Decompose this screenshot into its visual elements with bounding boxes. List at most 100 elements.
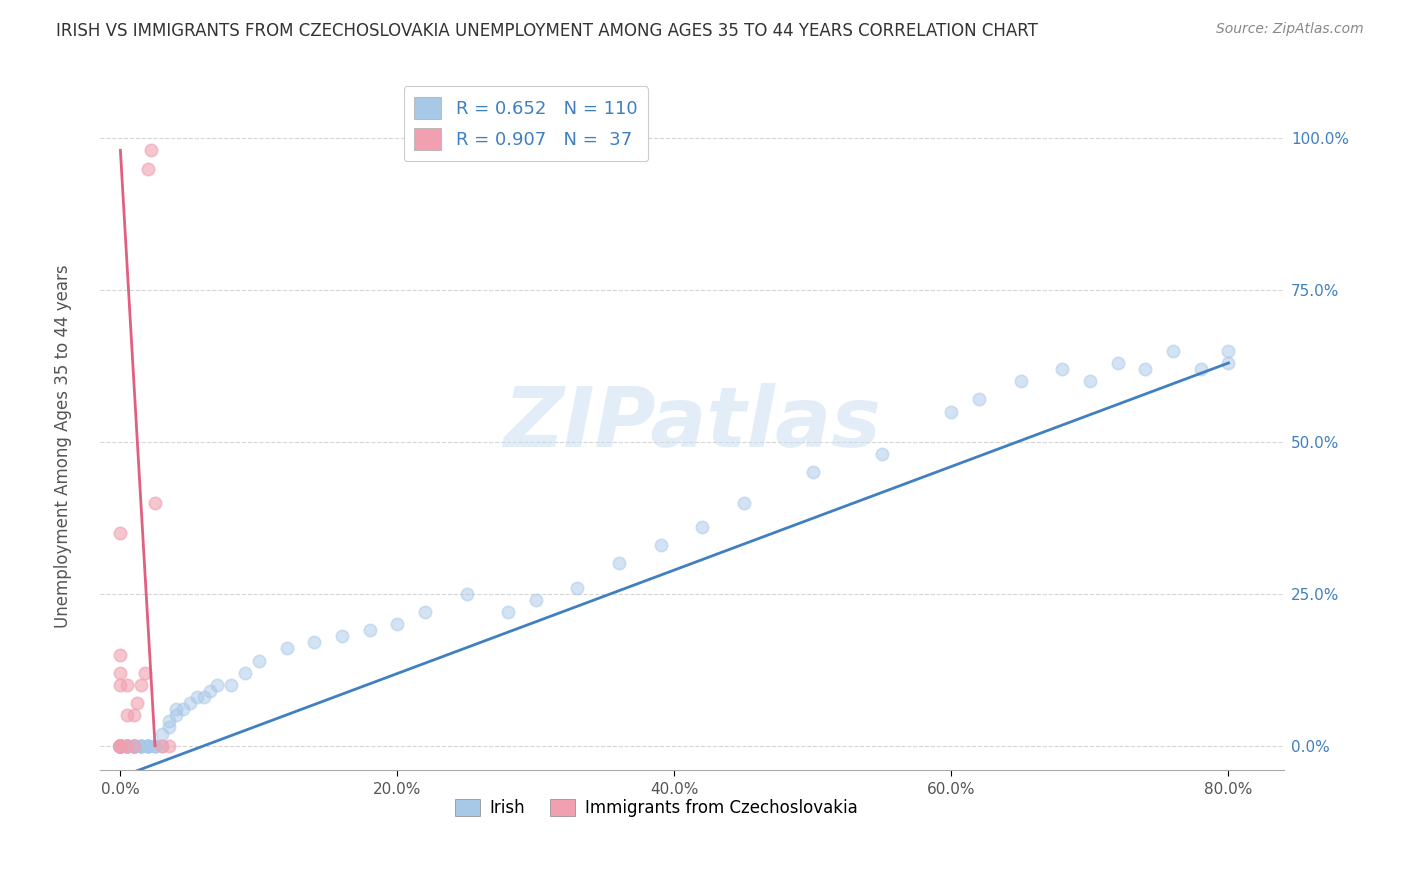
Point	[117, 739, 139, 753]
Point	[110, 739, 132, 753]
Point	[1189, 362, 1212, 376]
Point	[1010, 374, 1032, 388]
Point	[157, 714, 180, 729]
Point	[117, 739, 139, 753]
Point	[110, 739, 132, 753]
Point	[110, 739, 132, 753]
Point	[110, 739, 132, 753]
Point	[143, 739, 166, 753]
Point	[136, 739, 159, 753]
Point	[1218, 356, 1240, 370]
Point	[110, 739, 132, 753]
Point	[456, 587, 478, 601]
Point	[122, 739, 145, 753]
Point	[690, 520, 713, 534]
Point	[110, 739, 132, 753]
Point	[143, 496, 166, 510]
Point	[1052, 362, 1074, 376]
Legend: Irish, Immigrants from Czechoslovakia: Irish, Immigrants from Czechoslovakia	[449, 792, 865, 824]
Point	[110, 648, 132, 662]
Point	[387, 617, 409, 632]
Point	[110, 739, 132, 753]
Point	[172, 702, 194, 716]
Point	[117, 739, 139, 753]
Point	[110, 665, 132, 680]
Point	[567, 581, 589, 595]
Point	[122, 739, 145, 753]
Point	[110, 739, 132, 753]
Point	[129, 678, 152, 692]
Point	[117, 739, 139, 753]
Point	[304, 635, 326, 649]
Point	[110, 739, 132, 753]
Point	[801, 466, 824, 480]
Point	[110, 739, 132, 753]
Point	[129, 739, 152, 753]
Point	[136, 739, 159, 753]
Point	[139, 144, 162, 158]
Point	[524, 593, 547, 607]
Point	[110, 739, 132, 753]
Point	[110, 739, 132, 753]
Point	[110, 739, 132, 753]
Point	[276, 641, 298, 656]
Point	[122, 739, 145, 753]
Point	[1107, 356, 1129, 370]
Point	[110, 739, 132, 753]
Point	[117, 739, 139, 753]
Point	[110, 739, 132, 753]
Point	[110, 739, 132, 753]
Point	[122, 739, 145, 753]
Point	[967, 392, 990, 407]
Point	[359, 624, 381, 638]
Point	[117, 708, 139, 723]
Point	[650, 538, 672, 552]
Point	[413, 605, 436, 619]
Point	[136, 739, 159, 753]
Point	[117, 739, 139, 753]
Point	[136, 739, 159, 753]
Point	[122, 739, 145, 753]
Point	[110, 739, 132, 753]
Point	[157, 739, 180, 753]
Point	[110, 739, 132, 753]
Point	[110, 739, 132, 753]
Point	[122, 708, 145, 723]
Point	[330, 629, 353, 643]
Point	[110, 739, 132, 753]
Point	[1135, 362, 1157, 376]
Point	[117, 739, 139, 753]
Point	[125, 696, 148, 710]
Point	[143, 739, 166, 753]
Text: Unemployment Among Ages 35 to 44 years: Unemployment Among Ages 35 to 44 years	[55, 264, 72, 628]
Point	[496, 605, 519, 619]
Text: ZIPatlas: ZIPatlas	[503, 384, 880, 464]
Point	[607, 557, 630, 571]
Point	[122, 739, 145, 753]
Point	[122, 739, 145, 753]
Point	[110, 739, 132, 753]
Point	[122, 739, 145, 753]
Point	[157, 721, 180, 735]
Point	[1161, 343, 1184, 358]
Point	[110, 739, 132, 753]
Point	[136, 739, 159, 753]
Point	[870, 447, 893, 461]
Point	[110, 526, 132, 541]
Point	[110, 739, 132, 753]
Point	[110, 739, 132, 753]
Point	[110, 739, 132, 753]
Point	[110, 739, 132, 753]
Point	[110, 739, 132, 753]
Point	[110, 678, 132, 692]
Point	[129, 739, 152, 753]
Point	[110, 739, 132, 753]
Text: Source: ZipAtlas.com: Source: ZipAtlas.com	[1216, 22, 1364, 37]
Point	[143, 739, 166, 753]
Point	[110, 739, 132, 753]
Point	[150, 739, 173, 753]
Point	[110, 739, 132, 753]
Point	[207, 678, 229, 692]
Point	[117, 739, 139, 753]
Point	[117, 739, 139, 753]
